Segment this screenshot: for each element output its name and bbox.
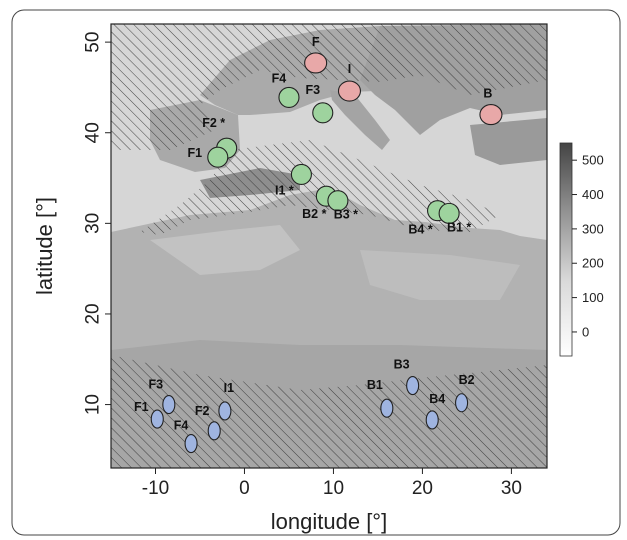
site-label: B4 — [429, 392, 445, 406]
hatched-iberia — [111, 105, 215, 150]
anatolia-land — [470, 118, 547, 165]
site-label: B3 * — [334, 208, 358, 222]
site-label: B1 — [367, 378, 383, 392]
map-panel — [111, 24, 547, 468]
site-marker — [380, 398, 394, 418]
site-label: F1 — [187, 146, 202, 160]
y-axis: 10 20 30 40 50 — [83, 32, 111, 415]
site-marker — [337, 80, 362, 102]
site-marker — [207, 146, 229, 168]
site-marker — [218, 401, 232, 421]
hatched-south — [111, 355, 547, 468]
site-marker — [455, 393, 469, 413]
colorbar-tick-label: 100 — [582, 290, 604, 305]
hatched-north — [111, 24, 547, 110]
colorbar-tick-label: 300 — [582, 221, 604, 236]
site-marker — [438, 202, 460, 224]
desert-plain — [150, 225, 300, 275]
site-label: F4 — [272, 71, 287, 85]
italy-land — [330, 90, 390, 150]
site-label: I1 — [224, 381, 234, 395]
site-label: I — [348, 62, 351, 76]
desert-plain — [360, 250, 520, 300]
site-label: F1 — [134, 400, 149, 414]
site-label: F3 — [149, 378, 164, 392]
x-axis-label: longitude [°] — [271, 509, 387, 534]
plot-frame — [110, 23, 548, 469]
y-axis-label: latitude [°] — [32, 197, 57, 295]
y-tick-label: 50 — [83, 32, 104, 53]
site-marker — [425, 410, 439, 430]
x-tick-label: -10 — [142, 478, 169, 499]
site-label: B2 * — [302, 207, 326, 221]
colorbar-tick-label: 0 — [582, 324, 589, 339]
site-label: B1 * — [447, 220, 471, 234]
site-marker — [207, 421, 221, 441]
site-label: F2 — [195, 404, 210, 418]
x-axis: -10 0 10 20 30 — [142, 468, 522, 499]
site-marker — [162, 395, 176, 415]
x-tick-label: 20 — [412, 478, 433, 499]
x-tick-label: 10 — [323, 478, 344, 499]
y-tick-label: 20 — [83, 303, 104, 324]
site-label: B3 — [394, 358, 410, 372]
colorbar-ticks: 0 100 200 300 400 500 — [572, 153, 604, 339]
site-label: B2 — [459, 373, 475, 387]
site-marker — [479, 104, 503, 126]
site-label: F4 — [174, 419, 189, 433]
colorbar — [559, 142, 573, 357]
site-marker — [150, 409, 164, 429]
site-label: F2 * — [202, 116, 225, 130]
colorbar-tick-label: 200 — [582, 256, 604, 271]
site-label: B — [483, 87, 492, 101]
site-marker — [184, 433, 198, 454]
site-marker — [304, 52, 328, 74]
site-marker — [327, 190, 349, 212]
y-tick-label: 40 — [83, 122, 104, 143]
site-marker — [312, 102, 334, 124]
figure-border — [11, 9, 621, 536]
site-marker — [290, 163, 312, 185]
colorbar-tick-label: 400 — [582, 187, 604, 202]
site-label: I1 * — [275, 183, 294, 197]
x-tick-label: 30 — [501, 478, 522, 499]
site-label: B4 * — [408, 223, 432, 237]
x-tick-label: 0 — [239, 478, 250, 499]
hatched-mediterranean — [140, 140, 500, 235]
site-marker — [406, 375, 420, 396]
y-tick-label: 10 — [83, 394, 104, 415]
y-tick-label: 30 — [83, 213, 104, 234]
site-label: F — [312, 35, 320, 49]
site-label: F3 — [305, 83, 320, 97]
site-marker — [278, 86, 300, 108]
colorbar-tick-label: 500 — [582, 153, 604, 168]
